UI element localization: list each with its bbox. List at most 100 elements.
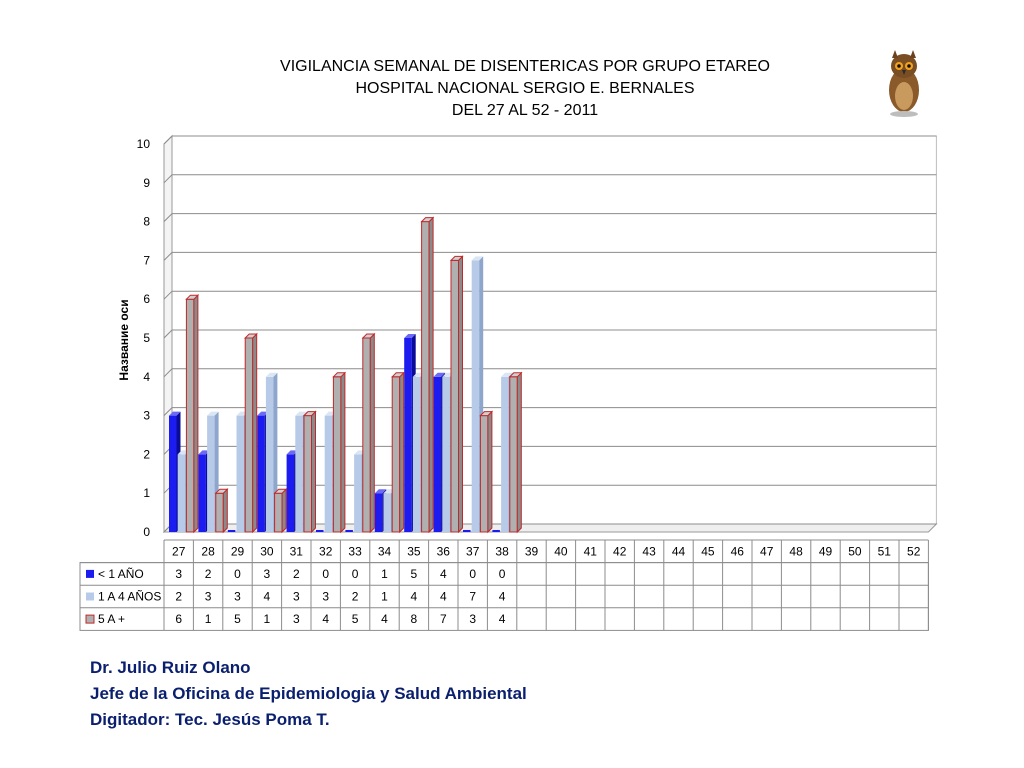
bar [243, 332, 258, 534]
x-tick-label: 38 [495, 544, 509, 558]
data-label: 3 [322, 590, 329, 604]
title-line-2: HOSPITAL NACIONAL SERGIO E. BERNALES [355, 80, 695, 97]
bar [492, 530, 500, 532]
bar-side [252, 332, 258, 534]
data-label: 3 [175, 567, 182, 581]
x-tick-label: 36 [437, 544, 451, 558]
bar-top [508, 372, 523, 378]
x-tick-label: 29 [231, 544, 245, 558]
bar-side [428, 216, 434, 534]
footer-position: Jefe de la Oficina de Epidemiologia y Sa… [90, 684, 527, 703]
x-tick-label: 52 [907, 544, 921, 558]
data-label: 1 [205, 612, 212, 626]
x-tick-label: 43 [642, 544, 656, 558]
y-axis-title: Название оси [117, 299, 131, 380]
data-label: 2 [175, 590, 182, 604]
y-tick-label: 7 [143, 253, 150, 267]
chart-title: VIGILANCIA SEMANAL DE DISENTERICAS POR G… [200, 56, 850, 122]
x-tick-label: 27 [172, 544, 186, 558]
data-label: 5 [234, 612, 241, 626]
gridline [163, 251, 937, 261]
y-tick-label: 8 [143, 215, 150, 229]
data-label: 4 [440, 567, 447, 581]
bar-top [471, 256, 484, 261]
bar-top [433, 372, 446, 377]
footer-typist: Digitador: Tec. Jesús Poma T. [90, 710, 330, 729]
bar-face [421, 221, 430, 533]
bar-face [295, 415, 303, 532]
data-label: 1 [381, 590, 388, 604]
bar-top [185, 294, 200, 300]
x-tick-label: 30 [260, 544, 274, 558]
data-label: 6 [175, 612, 182, 626]
legend-label: 1 A 4 AÑOS [98, 590, 161, 604]
bar-side [340, 371, 346, 534]
x-tick-label: 39 [525, 544, 539, 558]
bar-face [442, 376, 450, 532]
data-label: 4 [440, 590, 447, 604]
footer-author: Dr. Julio Ruiz Olano [90, 658, 251, 677]
bar-side [516, 371, 522, 534]
bar-face [227, 530, 236, 532]
bar-top [214, 488, 229, 494]
owl-icon [889, 50, 919, 117]
bar [390, 371, 405, 534]
bar-face [274, 492, 283, 533]
x-tick-label: 41 [584, 544, 598, 558]
data-label: 0 [352, 567, 359, 581]
x-tick-label: 48 [789, 544, 803, 558]
bar-face [286, 454, 295, 532]
legend-swatch [85, 614, 95, 624]
title-line-1: VIGILANCIA SEMANAL DE DISENTERICAS POR G… [280, 58, 770, 75]
bar-top [361, 333, 376, 339]
data-label: 4 [499, 612, 506, 626]
bar-face [492, 530, 500, 532]
data-label: 3 [293, 590, 300, 604]
title-line-3: DEL 27 AL 52 - 2011 [451, 102, 599, 119]
legend-label: 5 A + [98, 612, 125, 626]
data-label: 0 [469, 567, 476, 581]
bar-top [295, 411, 307, 416]
x-tick-label: 34 [378, 544, 392, 558]
data-label: 3 [293, 612, 300, 626]
legend-swatch [86, 569, 94, 578]
footer: Dr. Julio Ruiz Olano Jefe de la Oficina … [90, 655, 527, 733]
data-label: 4 [264, 590, 271, 604]
bar-face [501, 376, 509, 532]
bar-side [487, 410, 493, 534]
bar-face [463, 530, 471, 532]
gridline [163, 290, 937, 300]
data-label: 3 [205, 590, 212, 604]
bar-face [244, 337, 254, 533]
bar-face [332, 376, 342, 533]
bar [316, 530, 324, 532]
bar-face [303, 415, 312, 533]
x-tick-label: 37 [466, 544, 480, 558]
bar-side [458, 255, 463, 534]
x-tick-label: 40 [554, 544, 568, 558]
bar [449, 255, 464, 534]
bar-top [286, 450, 299, 455]
bar-face [169, 415, 177, 532]
gridline [163, 368, 937, 378]
bar [479, 410, 494, 534]
bar-face [316, 530, 324, 532]
legend-swatch [86, 592, 94, 601]
bar-top [404, 334, 416, 338]
data-label: 8 [411, 612, 418, 626]
bar-top [332, 372, 347, 378]
y-tick-label: 10 [137, 137, 151, 151]
x-tick-label: 46 [731, 544, 745, 558]
gridline [163, 407, 937, 416]
bar-side [399, 371, 405, 534]
y-tick-label: 9 [143, 176, 150, 190]
bar-face [177, 454, 186, 532]
legend-label: < 1 AÑO [98, 567, 144, 581]
x-tick-label: 45 [701, 544, 715, 558]
bar-top [169, 411, 181, 416]
x-tick-label: 33 [348, 544, 362, 558]
bar-face [265, 376, 274, 532]
bar-face [236, 415, 244, 532]
gridline [163, 174, 937, 184]
